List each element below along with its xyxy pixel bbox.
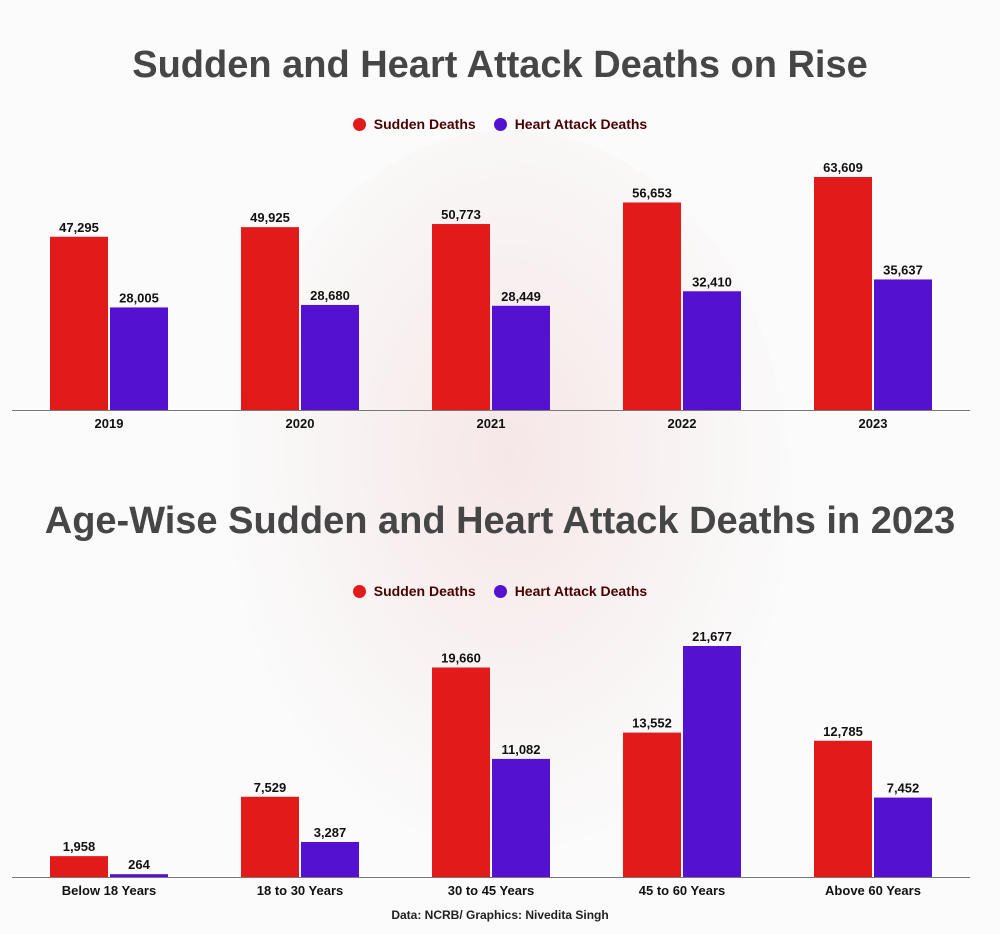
chart2-bar-heart <box>301 841 359 877</box>
chart1-value-label: 32,410 <box>692 274 732 289</box>
chart2-bar-sudden <box>241 796 299 877</box>
chart2-category-label: Above 60 Years <box>825 883 921 898</box>
chart1-value-label: 35,637 <box>883 262 923 277</box>
chart1-value-label: 28,005 <box>119 290 159 305</box>
chart1-value-label: 49,925 <box>250 210 290 225</box>
legend-sudden: Sudden Deaths <box>352 583 476 599</box>
chart1-bar-sudden <box>623 202 681 410</box>
chart1-legend: Sudden Deaths Heart Attack Deaths <box>0 116 1000 132</box>
chart2-title: Age-Wise Sudden and Heart Attack Deaths … <box>44 500 956 542</box>
legend-heart: Heart Attack Deaths <box>493 116 648 132</box>
chart1-value-label: 56,653 <box>632 185 672 200</box>
chart2-value-label: 19,660 <box>441 650 481 665</box>
chart1-bar-sudden <box>432 224 490 410</box>
legend-sudden-label: Sudden Deaths <box>373 116 476 132</box>
chart2-value-label: 7,452 <box>887 781 920 796</box>
chart2-value-label: 11,082 <box>501 742 540 757</box>
chart1-bar-sudden <box>814 177 872 410</box>
chart1-value-label: 50,773 <box>441 207 481 222</box>
chart2-category-label: 30 to 45 Years <box>448 883 535 898</box>
chart2-category-label: 18 to 30 Years <box>257 883 344 898</box>
chart2-bar-heart <box>492 758 550 877</box>
chart1-value-label: 47,295 <box>59 220 99 235</box>
chart1-value-label: 28,680 <box>310 288 350 303</box>
chart2-value-label: 3,287 <box>314 825 347 840</box>
chart2-bar-sudden <box>814 740 872 877</box>
chart1-bar-heart <box>110 307 168 410</box>
chart2-value-label: 13,552 <box>632 716 672 731</box>
chart2-value-label: 21,677 <box>692 629 732 644</box>
chart2-bar-heart <box>874 797 932 877</box>
chart2-bar-heart <box>683 646 741 877</box>
chart2-category-label: 45 to 60 Years <box>639 883 726 898</box>
legend-sudden: Sudden Deaths <box>352 116 476 132</box>
chart1-bar-heart <box>301 304 359 410</box>
chart1-bar-heart <box>683 291 741 410</box>
chart1-category-label: 2023 <box>859 416 888 431</box>
chart1-value-label: 28,449 <box>501 289 541 304</box>
legend-heart-label: Heart Attack Deaths <box>514 583 648 599</box>
chart1-bar-sudden <box>241 227 299 410</box>
legend-heart-swatch <box>493 117 507 131</box>
chart1-bar-heart <box>874 279 932 410</box>
legend-sudden-swatch <box>352 584 366 598</box>
chart2-bar-sudden <box>50 856 108 877</box>
legend-sudden-label: Sudden Deaths <box>373 583 476 599</box>
chart2-value-label: 1,958 <box>63 839 96 854</box>
chart1-category-label: 2022 <box>668 416 697 431</box>
legend-heart-swatch <box>493 584 507 598</box>
legend-heart: Heart Attack Deaths <box>493 583 648 599</box>
chart1-title: Sudden and Heart Attack Deaths on Rise <box>132 44 868 86</box>
chart2-value-label: 264 <box>128 857 150 872</box>
source-note: Data: NCRB/ Graphics: Nivedita Singh <box>391 908 609 922</box>
legend-heart-label: Heart Attack Deaths <box>514 116 648 132</box>
chart2-bar-sudden <box>432 667 490 877</box>
chart2-bar-heart <box>110 874 168 877</box>
chart1-value-label: 63,609 <box>823 160 863 175</box>
chart2-category-label: Below 18 Years <box>62 883 156 898</box>
legend-sudden-swatch <box>352 117 366 131</box>
chart1-category-label: 2021 <box>477 416 506 431</box>
chart2-bar-sudden <box>623 732 681 877</box>
chart2-value-label: 12,785 <box>823 724 863 739</box>
chart2-legend: Sudden Deaths Heart Attack Deaths <box>0 583 1000 599</box>
chart1-category-label: 2020 <box>286 416 315 431</box>
chart1-category-label: 2019 <box>95 416 124 431</box>
chart1-bar-sudden <box>50 236 108 410</box>
chart2-value-label: 7,529 <box>254 780 287 795</box>
chart1-bar-heart <box>492 305 550 410</box>
